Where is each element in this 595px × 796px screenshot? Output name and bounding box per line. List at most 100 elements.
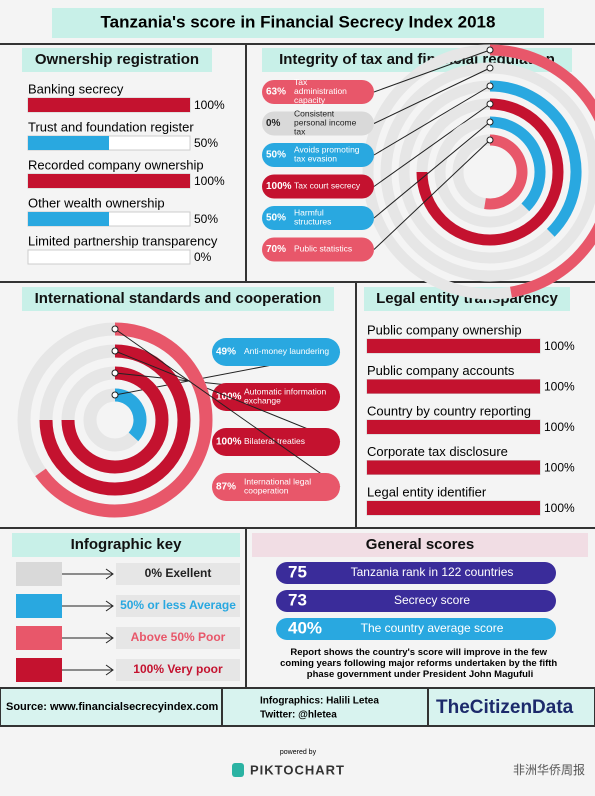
connector bbox=[114, 350, 341, 443]
ring-arc bbox=[489, 44, 595, 298]
bar bbox=[28, 212, 109, 226]
connector bbox=[373, 67, 491, 124]
twitter: Twitter: @hletea bbox=[260, 710, 337, 721]
watermark: 非洲华侨周报 bbox=[513, 762, 585, 777]
score-label: The country average score bbox=[361, 621, 504, 635]
source: Source: www.financialsecrecyindex.com bbox=[6, 701, 219, 713]
connector bbox=[114, 328, 341, 488]
connector-dot bbox=[486, 64, 494, 72]
connector bbox=[373, 121, 491, 219]
pill-label: Anti-money laundering bbox=[244, 346, 329, 356]
header-box bbox=[12, 533, 240, 557]
key-label: 0% Exellent bbox=[145, 566, 212, 580]
pill-value: 50% bbox=[266, 150, 286, 161]
pill-value: 100% bbox=[216, 437, 242, 448]
pill bbox=[262, 237, 374, 262]
ring-arc bbox=[484, 134, 528, 210]
ring-arc bbox=[61, 366, 169, 474]
score-value: 40% bbox=[288, 618, 322, 637]
key-swatch bbox=[16, 658, 62, 682]
key-swatch bbox=[16, 562, 62, 586]
pill-value: 70% bbox=[266, 244, 286, 255]
pill-label: Tax court secrecy bbox=[294, 181, 361, 191]
section-title: International standards and cooperation bbox=[35, 290, 322, 307]
pill bbox=[262, 80, 374, 104]
key-swatch bbox=[16, 594, 62, 618]
pill bbox=[262, 174, 374, 199]
note: Report shows the country's score will im… bbox=[280, 647, 560, 680]
pill-label: Consistent personal income tax bbox=[294, 109, 359, 137]
bar-label: Public company ownership bbox=[367, 322, 522, 337]
bar bbox=[367, 501, 540, 515]
pill-value: 49% bbox=[216, 347, 236, 358]
key-label-box bbox=[116, 595, 240, 617]
ring-arc bbox=[114, 388, 147, 442]
powered-by: powered by bbox=[280, 749, 317, 756]
section-title: Infographic key bbox=[71, 536, 183, 553]
connector-dot bbox=[111, 391, 119, 399]
pill-label: International legal cooperation bbox=[244, 477, 313, 496]
title-box bbox=[52, 8, 544, 38]
logo bbox=[232, 763, 244, 777]
bar bbox=[28, 98, 190, 112]
score-label: Tanzania rank in 122 countries bbox=[351, 565, 514, 579]
value-label: 50% bbox=[194, 136, 218, 150]
value-label: 100% bbox=[544, 380, 575, 394]
pill-label: Tax administration capacity bbox=[294, 77, 349, 105]
pill bbox=[212, 473, 340, 501]
pill bbox=[262, 143, 374, 167]
connector-dot bbox=[486, 118, 494, 126]
value-label: 100% bbox=[544, 339, 575, 353]
key-arrowhead bbox=[105, 600, 114, 612]
pill-value: 87% bbox=[216, 482, 236, 493]
ring-arc bbox=[489, 116, 546, 212]
bar-track bbox=[27, 249, 191, 265]
key-swatch bbox=[16, 626, 62, 650]
bar-label: Banking secrecy bbox=[28, 81, 124, 96]
header-box bbox=[22, 48, 212, 72]
ring-arc bbox=[489, 80, 582, 237]
pill-label: Avoids promoting tax evasion bbox=[294, 145, 362, 164]
bar-label: Corporate tax disclosure bbox=[367, 444, 508, 459]
pill-label: Public statistics bbox=[294, 244, 352, 254]
section-title: Ownership registration bbox=[35, 51, 199, 68]
score-label: Secrecy score bbox=[394, 593, 470, 607]
pill-value: 0% bbox=[266, 118, 281, 129]
header-box bbox=[252, 533, 588, 557]
bar-label: Limited partnership transparency bbox=[28, 233, 218, 248]
pill bbox=[212, 338, 340, 366]
connector bbox=[373, 103, 491, 187]
key-label-box bbox=[116, 563, 240, 585]
connector-dot bbox=[111, 325, 119, 333]
key-arrowhead bbox=[105, 632, 114, 644]
key-label: Above 50% Poor bbox=[131, 630, 226, 644]
bar-label: Country by country reporting bbox=[367, 403, 531, 418]
value-label: 100% bbox=[544, 501, 575, 515]
piktochart: PIKTOCHART bbox=[250, 762, 345, 777]
connector bbox=[373, 49, 491, 93]
pill bbox=[212, 383, 340, 411]
bar bbox=[367, 379, 540, 394]
connector-dot bbox=[486, 82, 494, 90]
score-value: 75 bbox=[288, 562, 307, 581]
connector-dot bbox=[111, 347, 119, 355]
bar-label: Recorded company ownership bbox=[28, 157, 204, 172]
value-label: 50% bbox=[194, 212, 218, 226]
pill-value: 100% bbox=[266, 181, 292, 192]
pill bbox=[262, 111, 374, 136]
bar bbox=[367, 420, 540, 434]
section-title: General scores bbox=[366, 536, 474, 553]
credit: Infographics: Halili Letea bbox=[260, 696, 379, 707]
brand: TheCitizenData bbox=[436, 697, 574, 718]
connector bbox=[373, 139, 491, 250]
score-pill bbox=[276, 562, 556, 584]
connector-dot bbox=[486, 46, 494, 54]
key-label-box bbox=[116, 627, 240, 649]
value-label: 100% bbox=[194, 174, 225, 188]
value-label: 100% bbox=[544, 461, 575, 475]
pill-label: Harmful structures bbox=[294, 208, 331, 227]
pill-value: 63% bbox=[266, 87, 286, 98]
bar-label: Public company accounts bbox=[367, 363, 515, 378]
